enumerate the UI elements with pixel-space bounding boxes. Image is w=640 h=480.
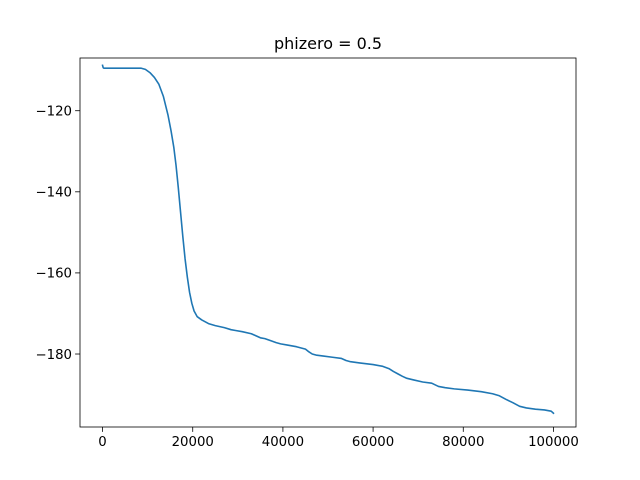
x-tick-label: 40000 bbox=[262, 435, 304, 450]
y-tick-label: −180 bbox=[35, 348, 72, 363]
y-tick-label: −140 bbox=[35, 186, 72, 201]
x-tick-label: 100000 bbox=[528, 435, 579, 450]
x-tick-label: 0 bbox=[98, 435, 106, 450]
plot-frame bbox=[79, 57, 577, 428]
series-line bbox=[101, 64, 555, 415]
x-axis: 0 20000 40000 60000 80000 100000 bbox=[98, 427, 579, 450]
x-tick-label: 80000 bbox=[442, 435, 484, 450]
x-tick-label: 20000 bbox=[172, 435, 214, 450]
chart-title: phizero = 0.5 bbox=[274, 34, 382, 53]
series-layer bbox=[101, 64, 555, 415]
y-axis: −120 −140 −160 −180 bbox=[35, 105, 80, 363]
x-tick-label: 60000 bbox=[352, 435, 394, 450]
y-tick-label: −160 bbox=[35, 267, 72, 282]
y-tick-label: −120 bbox=[35, 105, 72, 120]
